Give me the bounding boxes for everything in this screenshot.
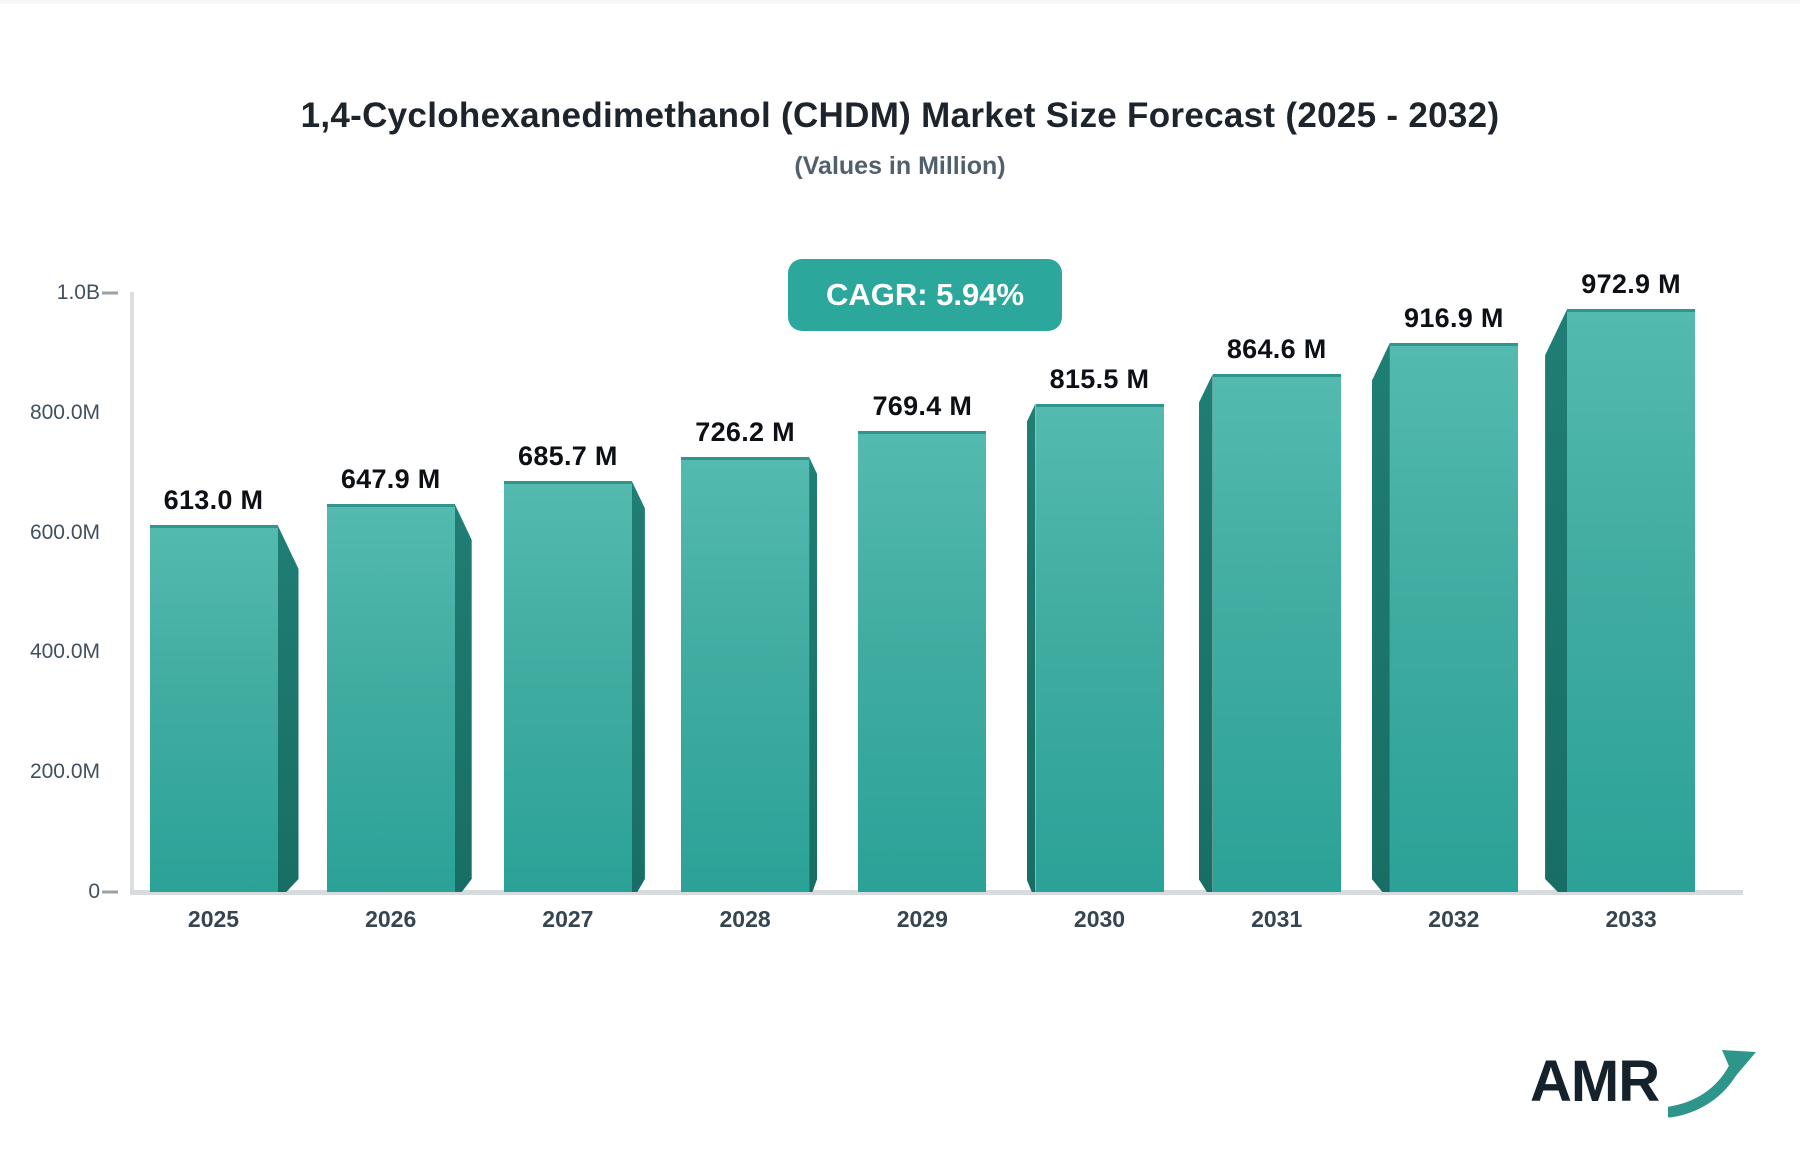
amr-logo-text: AMR [1530,1049,1660,1114]
bar-value-label: 972.9 M [1581,269,1681,300]
bar-value-label: 916.9 M [1404,302,1504,333]
bar-value-label: 613.0 M [163,484,264,515]
y-axis-tick-mark [102,291,118,295]
bar-side-face [278,525,299,892]
bar-side-face [1545,309,1567,892]
bar-front-face [1212,374,1341,892]
bar-value-label: 685.7 M [518,441,618,472]
bar-front-face [681,457,810,892]
y-axis-tick-label: 1.0B [56,281,100,304]
x-axis-label: 2032 [1428,906,1480,932]
chart-title: 1,4-Cyclohexanedimethanol (CHDM) Market … [300,96,1500,135]
y-axis-line [130,292,134,894]
x-axis-label: 2031 [1251,906,1303,932]
x-axis-label: 2033 [1605,906,1657,932]
x-axis-label: 2027 [542,906,594,932]
bar-side-face [809,457,817,892]
bar-front-face [326,503,455,892]
x-axis-label: 2026 [365,906,417,932]
bar-front-face [1035,403,1164,892]
x-axis-label: 2028 [719,906,771,932]
bar-value-label: 864.6 M [1226,334,1327,365]
x-axis-label: 2029 [896,906,948,932]
bar-value-label: 769.4 M [872,391,973,422]
x-axis-label: 2025 [187,906,240,932]
bar-value-label: 726.2 M [695,417,795,447]
amr-logo: AMR [1530,1042,1760,1128]
bar-side-face [1027,404,1036,892]
bar-value-label: 815.5 M [1049,363,1150,394]
y-axis-tick-label: 400.0M [29,640,100,664]
y-axis-tick-label: 800.0M [29,400,100,424]
bar-front-face [149,524,278,892]
bar-side-face [632,481,645,892]
x-axis-baseline [130,890,1743,895]
y-axis-tick-label: 200.0M [29,760,100,784]
bar-front-face [1389,342,1518,892]
y-axis-tick-mark [102,890,118,894]
chart-subtitle: (Values in Million) [794,152,1006,180]
bar-value-label: 647.9 M [340,463,441,494]
x-axis-label: 2030 [1073,906,1126,932]
bar-side-face [455,504,472,892]
bar-front-face [503,481,632,892]
bar-front-face [858,431,987,892]
cagr-badge-label: CAGR: 5.94% [825,277,1025,312]
cagr-badge: CAGR: 5.94% [788,259,1062,331]
y-axis-tick-label: 0 [88,880,100,903]
trend-up-arrow-icon [1668,1050,1756,1118]
bar-front-face [1567,309,1696,892]
bar-side-face [1372,343,1390,892]
y-axis-tick-label: 600.0M [29,520,100,544]
bar-side-face [1199,374,1213,892]
